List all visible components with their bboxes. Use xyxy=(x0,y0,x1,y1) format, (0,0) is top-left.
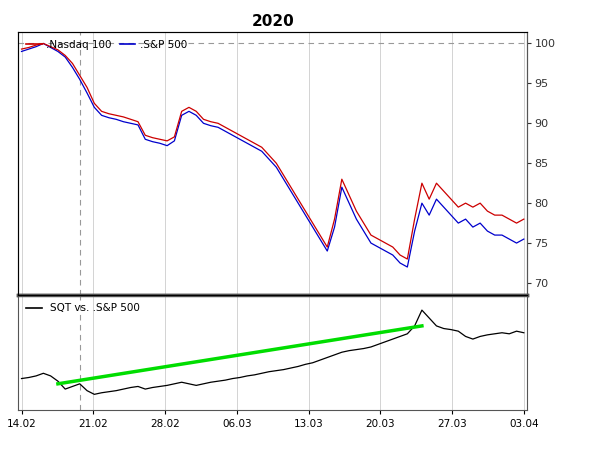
Legend: SQT vs. .S&P 500: SQT vs. .S&P 500 xyxy=(23,300,143,316)
Legend: .Nasdaq 100, .S&P 500: .Nasdaq 100, .S&P 500 xyxy=(23,37,190,53)
Title: 2020: 2020 xyxy=(252,14,294,29)
